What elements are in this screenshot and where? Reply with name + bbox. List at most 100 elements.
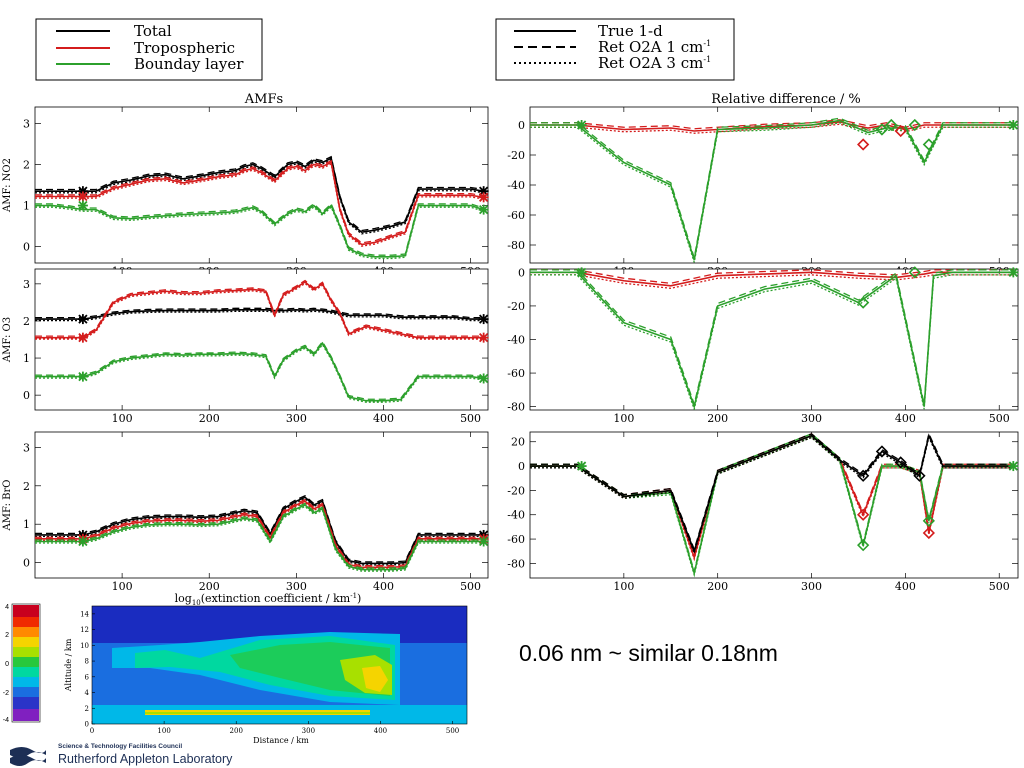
curtain-ytick-label: 10: [80, 642, 89, 650]
diamond-marker: [894, 124, 907, 138]
legend-left: Total Tropospheric Bounday layer: [35, 18, 263, 81]
curtain-xtick-label: 0: [90, 727, 94, 735]
series-line-dashed: [35, 502, 484, 569]
series-line-dashed: [530, 117, 1014, 258]
stfc-wave-icon: [10, 747, 46, 766]
ytick-label: -20: [507, 300, 525, 313]
curtain-ytick-label: 14: [80, 610, 89, 618]
diamond-marker: [894, 456, 907, 469]
colorbar: 4 2 0 -2 -4: [3, 603, 41, 724]
ytick-label: -40: [507, 334, 525, 347]
xtick-label: 400: [895, 412, 916, 425]
xtick-label: 100: [613, 412, 634, 425]
lab-name: Rutherford Appleton Laboratory: [58, 752, 233, 766]
curtain-ytick-label: 4: [85, 689, 90, 697]
ytick-label: -60: [507, 533, 525, 546]
series-line-dotted: [530, 122, 1014, 263]
series-line-dashed: [530, 269, 1014, 407]
colorbar-tick-2: 2: [5, 632, 9, 639]
series-line-dotted: [35, 163, 484, 247]
series-line-dashed: [35, 340, 484, 400]
series-line-dotted: [35, 310, 484, 322]
series-line-dotted: [530, 436, 1014, 562]
series-line-dashed: [35, 155, 484, 232]
ytick-label: -20: [507, 484, 525, 497]
xtick-label: 300: [286, 580, 307, 593]
xtick-label: 200: [199, 412, 220, 425]
star-marker: [478, 536, 489, 547]
diamond-marker: [875, 445, 889, 458]
ytick-label: -80: [507, 239, 525, 252]
ylabel-amf-bro: AMF: BrO: [2, 480, 13, 532]
ytick-label: 3: [23, 441, 30, 454]
xtick-label: 200: [199, 580, 220, 593]
ytick-label: -80: [507, 557, 525, 570]
diamond-marker: [857, 469, 870, 482]
ytick-label: 0: [23, 241, 30, 254]
ytick-label: 0: [23, 389, 30, 402]
series-line-dashed: [35, 498, 484, 567]
star-marker: [478, 332, 489, 343]
xtick-label: 300: [286, 412, 307, 425]
panel-amf-bro: 100 200 300 400 500 0 1 2 3 AMF: BrO: [2, 431, 489, 593]
star-marker: [576, 267, 587, 278]
series-line-bounday-layer: [35, 204, 484, 258]
curtain-xtick-label: 100: [157, 727, 170, 735]
ytick-label: 0: [518, 266, 525, 279]
ylabel-amf-o3: AMF: O3: [2, 317, 13, 363]
curtain-ytick-label: 12: [80, 626, 89, 634]
curtain-xtick-label: 200: [230, 727, 243, 735]
extinction-curtain: 4 2 0 -2 -4 0 100 200 300 400 50002468101214 …: [3, 603, 468, 745]
colorbar-tick-4: 4: [5, 604, 9, 611]
series-line-dotted: [35, 282, 484, 340]
star-marker: [478, 314, 489, 325]
xtick-label: 500: [460, 580, 481, 593]
amfs-title: AMFs: [244, 92, 283, 107]
xtick-label: 500: [989, 412, 1010, 425]
series-line-total: [35, 157, 484, 234]
curtain-xlabel: Distance / km: [253, 736, 309, 745]
legend-right: True 1-d Ret O2A 1 cm-1 Ret O2A 3 cm-1: [495, 18, 735, 81]
panel-amf-o3: 100 200 300 400 500 0 1 2 3 AMF: O3: [2, 268, 489, 425]
series-line-dotted: [530, 274, 1014, 410]
diamond-marker: [857, 539, 870, 552]
star-marker: [77, 191, 88, 202]
curtain-xtick-label: 300: [302, 727, 315, 735]
series-line-dashed: [35, 279, 484, 337]
ytick-label: 2: [23, 480, 30, 493]
series-line-dashed: [530, 269, 1014, 284]
ytick-label: -80: [507, 401, 525, 414]
ytick-label: 0: [23, 557, 30, 570]
xtick-label: 400: [373, 412, 394, 425]
diamond-marker: [857, 296, 870, 309]
curtain-ytick-label: 2: [85, 705, 89, 713]
xtick-label: 500: [460, 412, 481, 425]
ytick-label: -60: [507, 209, 525, 222]
colorbar-tick-m4: -4: [3, 717, 9, 724]
ytick-label: 1: [23, 518, 30, 531]
ytick-label: 20: [511, 436, 525, 449]
series-line-dashed: [35, 307, 484, 319]
diamond-marker: [922, 514, 935, 527]
xtick-label: 300: [801, 580, 822, 593]
ytick-label: 1: [23, 200, 30, 213]
xtick-label: 100: [112, 580, 133, 593]
legend-label-boundary: Bounday layer: [134, 55, 244, 73]
diamond-marker: [908, 266, 921, 279]
ytick-label: 0: [518, 460, 525, 473]
star-marker: [77, 314, 88, 325]
panel-reldiff-o3: 100 200 300 400 500 0 -20 -40 -60 -80: [507, 266, 1019, 425]
curtain-axes: 0 100 200 300 400 500 0 2 4 6 8 10 12 14: [80, 610, 459, 735]
series-line-tropospheric: [35, 161, 484, 246]
series-line-dashed: [35, 495, 484, 563]
series-line-dotted: [530, 123, 1014, 134]
series-line-dotted: [530, 274, 1014, 289]
colorbar-tick-0: 0: [5, 661, 9, 668]
xtick-label: 200: [707, 580, 728, 593]
series-line-bounday-layer: [35, 504, 484, 571]
xtick-label: 500: [989, 580, 1010, 593]
star-marker: [1008, 120, 1019, 130]
ytick-label: -60: [507, 367, 525, 380]
xtick-label: 200: [707, 412, 728, 425]
